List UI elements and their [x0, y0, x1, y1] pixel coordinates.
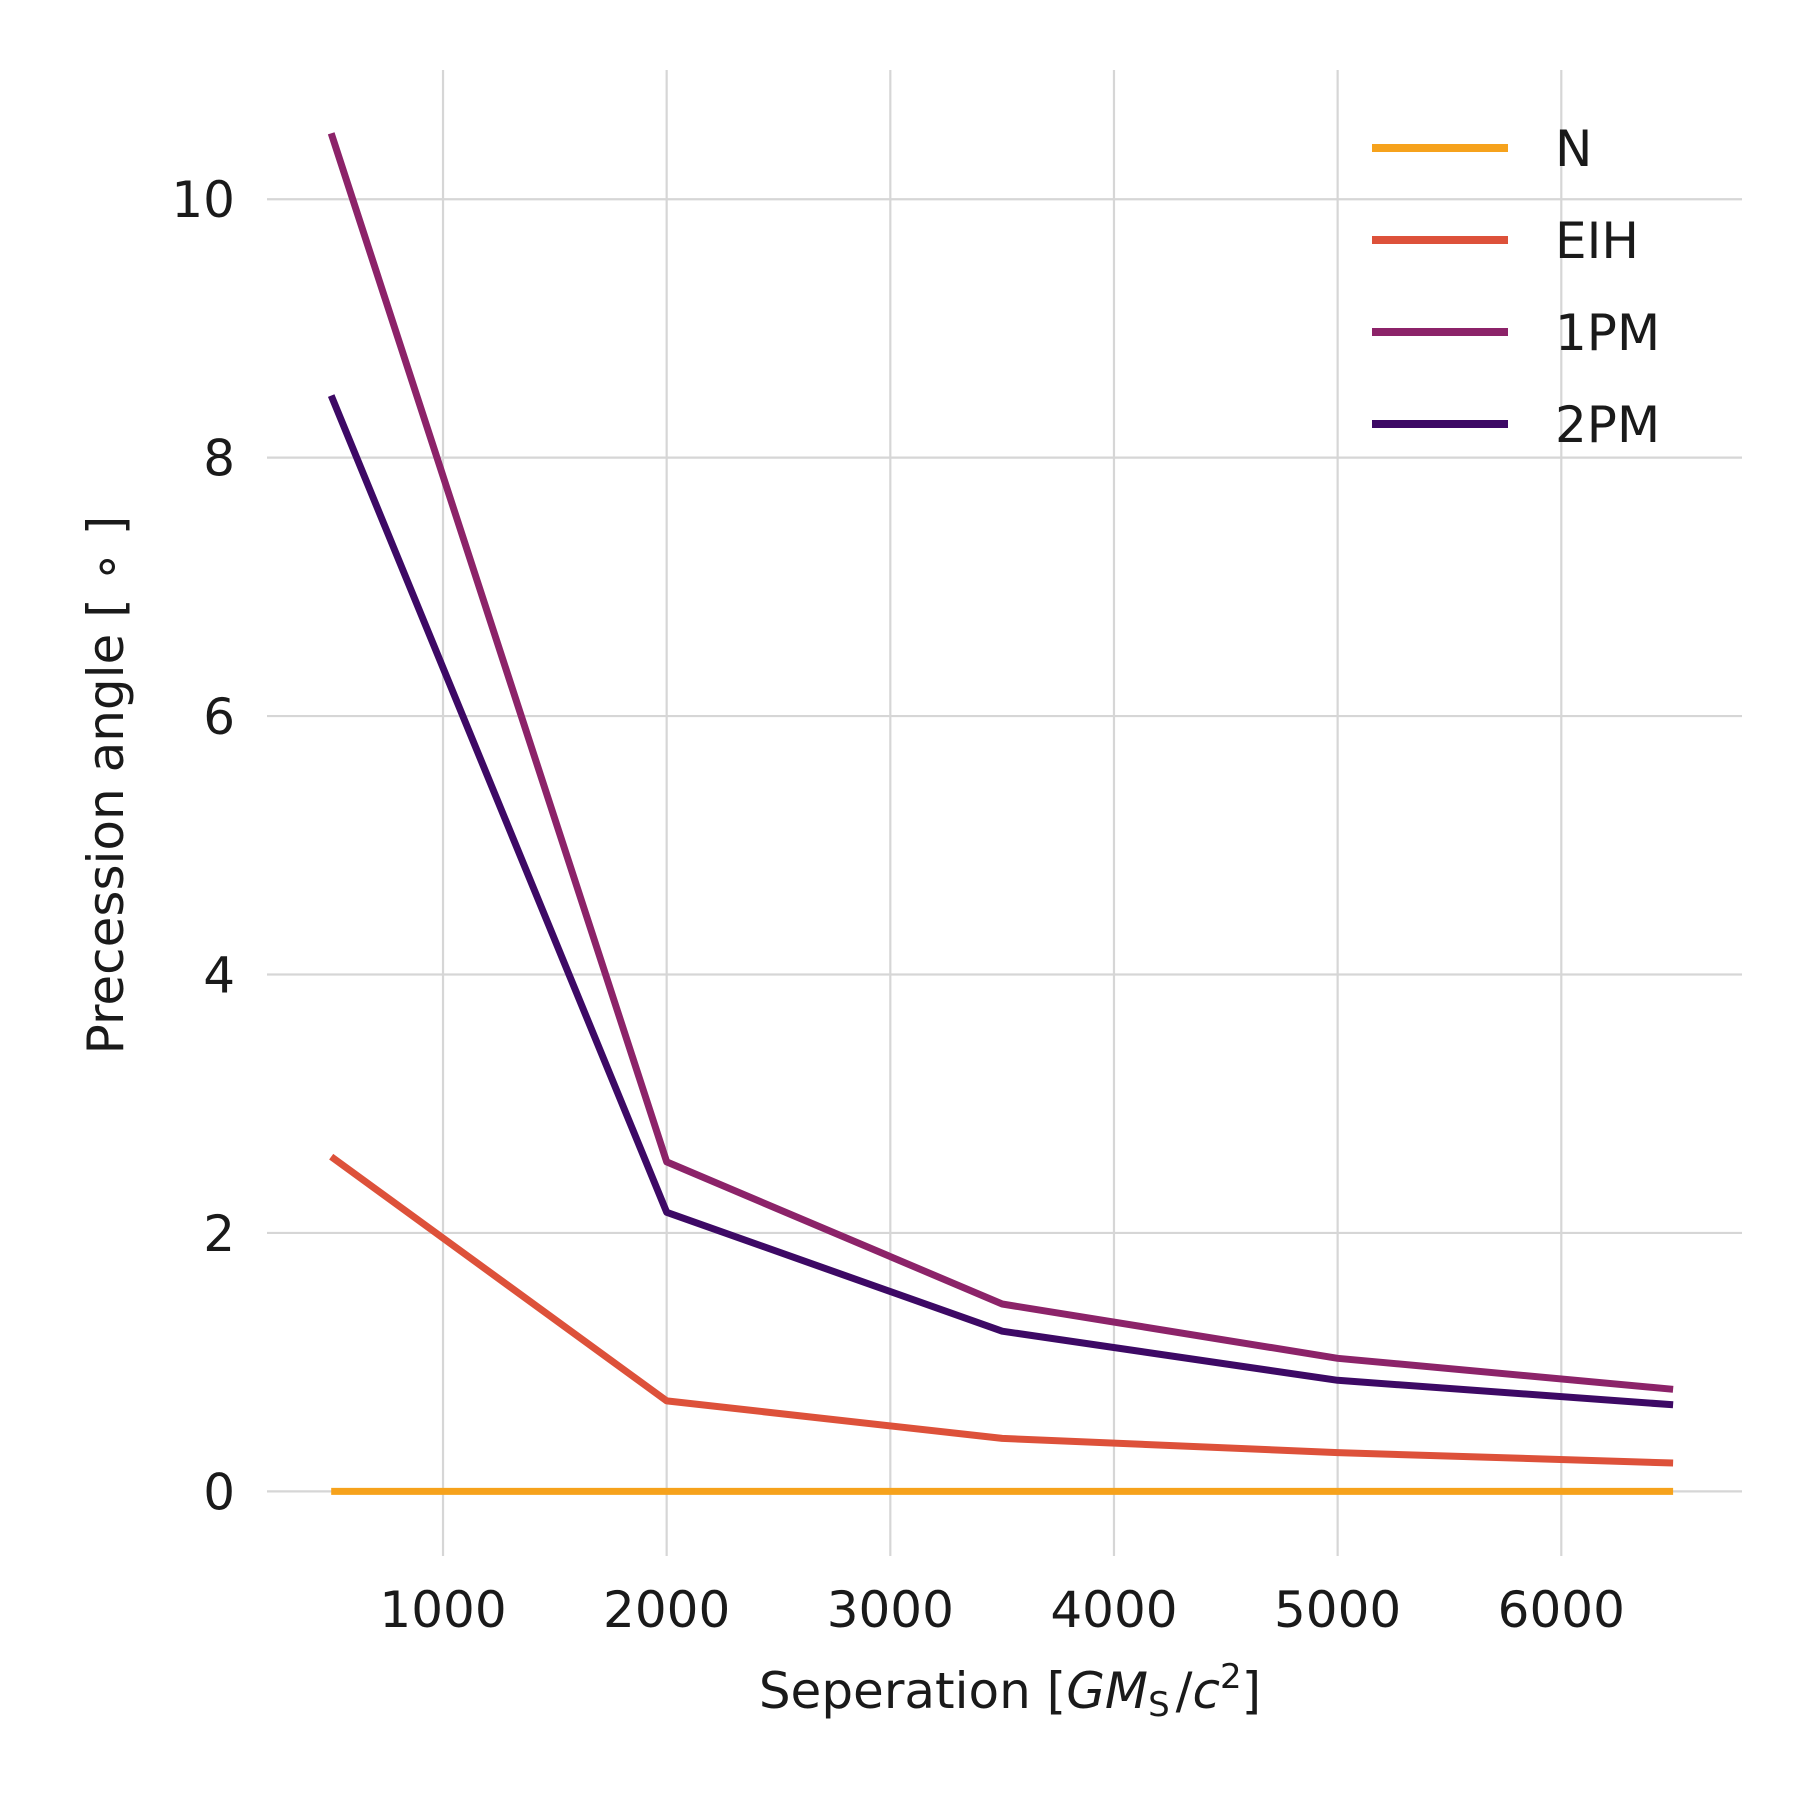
- series-line-eih: [329, 1153, 1674, 1467]
- x-tick-label: 6000: [1498, 1581, 1625, 1639]
- y-axis-label: Precession angle [ ∘ ]: [77, 516, 135, 1055]
- x-tick-label: 1000: [379, 1581, 506, 1639]
- legend-label-n: N: [1555, 120, 1592, 178]
- x-tick-labels: 1000 2000 3000 4000 5000 6000: [379, 1581, 1625, 1639]
- y-tick-label: 0: [203, 1463, 235, 1521]
- grid: [267, 70, 1742, 1556]
- y-tick-label: 8: [203, 430, 235, 488]
- y-tick-label: 10: [171, 171, 235, 229]
- legend-label-2pm: 2PM: [1555, 396, 1660, 454]
- y-tick-label: 4: [203, 947, 235, 1005]
- series-line-2pm: [327, 394, 1674, 1409]
- y-tick-labels: 0 2 4 6 8 10: [171, 171, 235, 1521]
- x-tick-label: 4000: [1050, 1581, 1177, 1639]
- x-axis-label: Seperation [GMS/c2]: [759, 1657, 1261, 1725]
- legend-label-eih: EIH: [1555, 212, 1639, 270]
- x-tick-label: 2000: [603, 1581, 730, 1639]
- legend-label-1pm: 1PM: [1555, 304, 1660, 362]
- series-line-1pm: [327, 132, 1674, 1393]
- x-tick-label: 3000: [827, 1581, 954, 1639]
- x-tick-label: 5000: [1274, 1581, 1401, 1639]
- legend: N EIH 1PM 2PM: [1372, 120, 1660, 454]
- y-tick-label: 2: [203, 1205, 235, 1263]
- y-tick-label: 6: [203, 688, 235, 746]
- series-lines: [327, 132, 1674, 1495]
